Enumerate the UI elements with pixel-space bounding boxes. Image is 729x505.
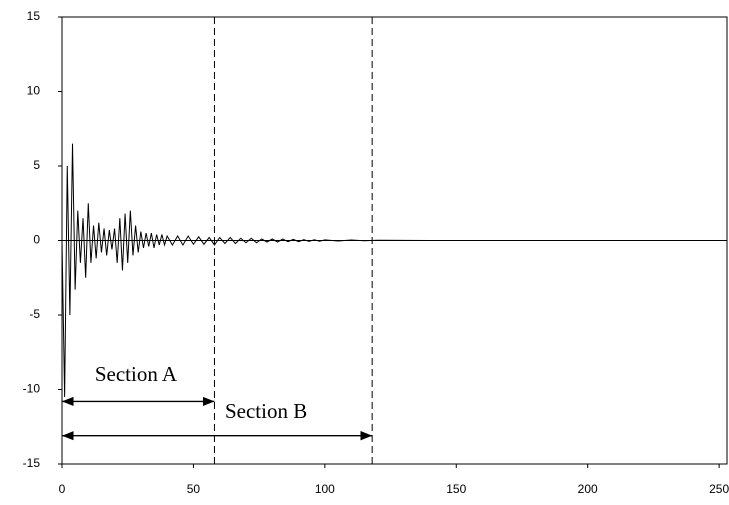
- signal-line: [61, 143, 727, 397]
- y-tick-label: 15: [27, 9, 41, 23]
- x-tick-label: 250: [709, 482, 729, 496]
- y-tick-label: -5: [29, 307, 40, 321]
- y-tick-label: -10: [23, 382, 41, 396]
- y-tick-label: -15: [23, 456, 41, 470]
- y-tick-label: 10: [27, 84, 41, 98]
- y-tick-label: 5: [33, 158, 40, 172]
- y-tick-label: 0: [33, 233, 40, 247]
- x-tick-label: 50: [187, 482, 201, 496]
- x-tick-label: 150: [446, 482, 466, 496]
- section-label: Section A: [95, 362, 178, 386]
- x-tick-label: 200: [578, 482, 598, 496]
- x-tick-label: 100: [315, 482, 335, 496]
- section-label: Section B: [225, 399, 307, 423]
- x-tick-label: 0: [59, 482, 66, 496]
